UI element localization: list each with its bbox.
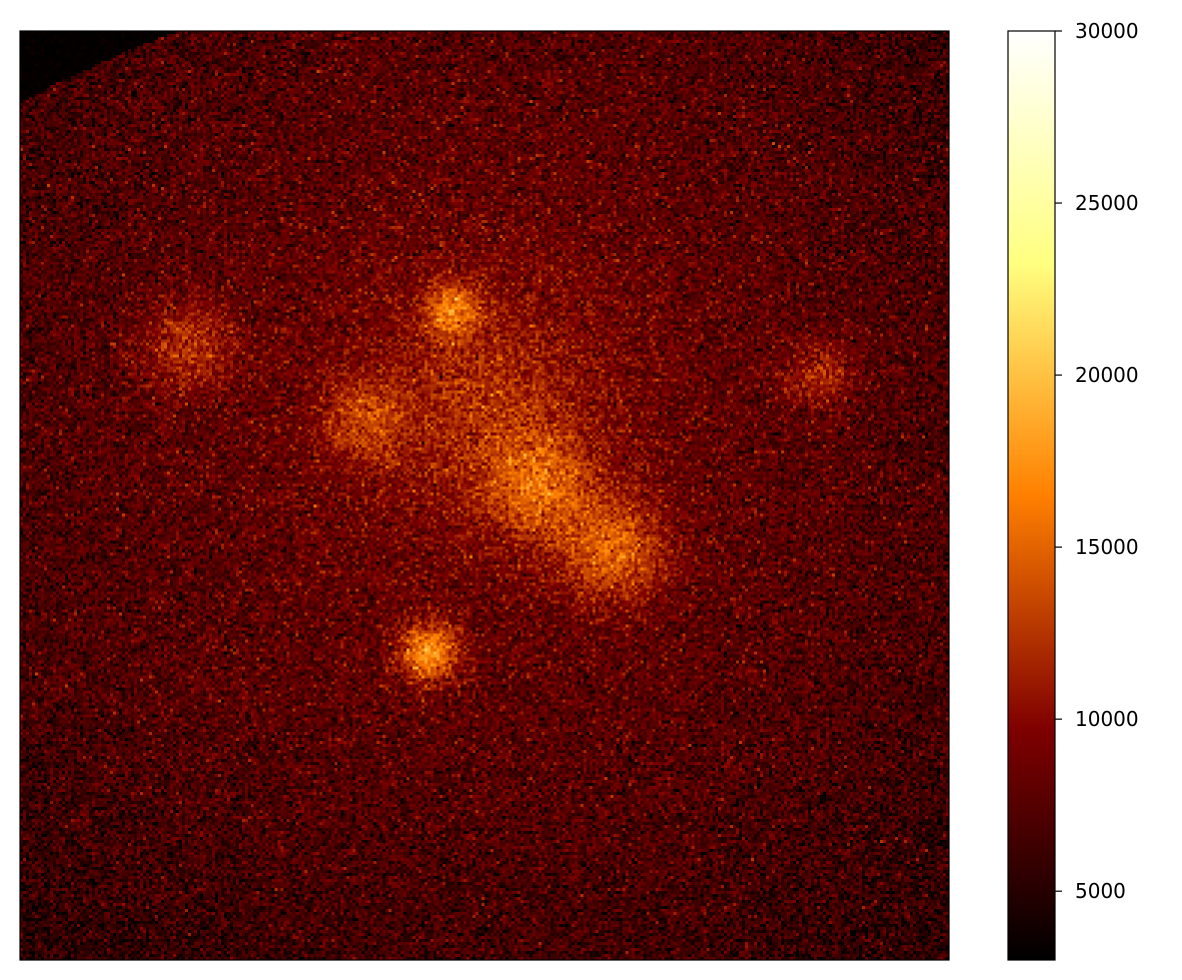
colorbar-frame <box>1007 30 1056 961</box>
colorbar-tick-label-30000: 30000 <box>1075 19 1139 43</box>
colorbar-ticks: 5000 10000 15000 20000 25000 30000 <box>1055 19 1139 903</box>
colorbar-gradient <box>1008 31 1055 960</box>
colorbar-tick-label-15000: 15000 <box>1075 535 1139 559</box>
heatmap-frame <box>19 30 950 961</box>
colorbar-tick-label-20000: 20000 <box>1075 363 1139 387</box>
heatmap-image-holder <box>20 31 949 960</box>
heatmap-axes <box>19 30 950 961</box>
colorbar: 5000 10000 15000 20000 25000 30000 <box>1007 19 1139 961</box>
colorbar-tick-label-10000: 10000 <box>1075 707 1139 731</box>
colorbar-tick-label-5000: 5000 <box>1075 879 1126 903</box>
heatmap-image <box>20 31 949 960</box>
colorbar-tick-label-25000: 25000 <box>1075 191 1139 215</box>
